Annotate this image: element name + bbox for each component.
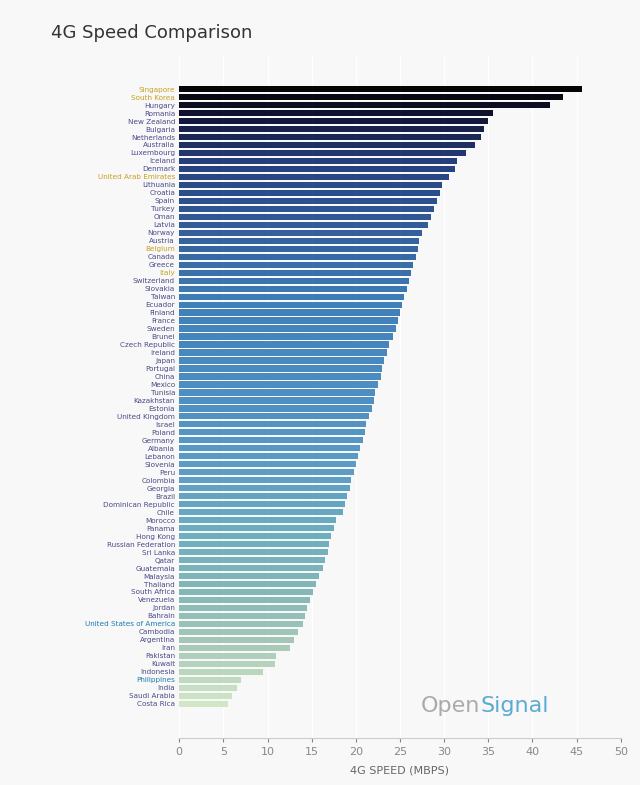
Bar [179, 294, 404, 300]
Bar [179, 549, 328, 555]
Bar [179, 533, 331, 539]
Bar [179, 246, 418, 252]
Bar [179, 493, 347, 499]
Bar [179, 589, 314, 595]
Bar [179, 142, 475, 148]
Bar [179, 317, 398, 323]
Bar [179, 301, 402, 308]
Bar [179, 685, 237, 691]
Bar [179, 182, 442, 188]
Bar [179, 661, 275, 667]
Bar [179, 326, 396, 332]
Text: 4G Speed Comparison: 4G Speed Comparison [51, 24, 253, 42]
Bar [179, 397, 374, 403]
X-axis label: 4G SPEED (MBPS): 4G SPEED (MBPS) [351, 765, 449, 776]
Bar [179, 254, 416, 260]
Bar [179, 118, 488, 124]
Bar [179, 261, 413, 268]
Bar [179, 334, 393, 340]
Bar [179, 692, 232, 699]
Bar [179, 94, 563, 100]
Bar [179, 238, 419, 244]
Bar [179, 613, 305, 619]
Bar [179, 669, 263, 675]
Bar [179, 198, 437, 204]
Bar [179, 517, 337, 524]
Bar [179, 166, 455, 172]
Bar [179, 190, 440, 196]
Bar [179, 429, 365, 436]
Bar [179, 565, 323, 571]
Bar [179, 413, 369, 419]
Bar [179, 382, 378, 388]
Bar [179, 134, 481, 140]
Bar [179, 461, 356, 467]
Bar [179, 269, 412, 276]
Bar [179, 374, 381, 380]
Bar [179, 286, 407, 292]
Bar [179, 653, 276, 659]
Bar [179, 637, 294, 643]
Bar [179, 150, 466, 156]
Bar [179, 701, 228, 706]
Bar [179, 389, 375, 396]
Bar [179, 573, 319, 579]
Bar [179, 278, 409, 284]
Bar [179, 629, 298, 635]
Bar [179, 110, 493, 116]
Bar [179, 309, 400, 316]
Bar [179, 541, 330, 547]
Bar [179, 557, 325, 563]
Bar [179, 605, 307, 611]
Bar [179, 349, 387, 356]
Bar [179, 214, 431, 220]
Bar [179, 621, 303, 627]
Bar [179, 445, 360, 451]
Bar [179, 644, 290, 651]
Bar [179, 422, 367, 428]
Bar [179, 230, 422, 236]
Bar [179, 581, 316, 587]
Text: Open: Open [420, 696, 480, 717]
Bar [179, 405, 372, 411]
Bar [179, 469, 354, 476]
Bar [179, 365, 382, 371]
Text: Signal: Signal [480, 696, 548, 717]
Bar [179, 86, 582, 92]
Bar [179, 677, 241, 683]
Bar [179, 341, 389, 348]
Bar [179, 501, 345, 507]
Bar [179, 102, 550, 108]
Bar [179, 357, 384, 363]
Bar [179, 485, 349, 491]
Bar [179, 509, 342, 515]
Bar [179, 597, 310, 603]
Bar [179, 158, 458, 164]
Bar [179, 437, 363, 444]
Bar [179, 525, 334, 531]
Bar [179, 477, 351, 484]
Bar [179, 453, 358, 459]
Bar [179, 173, 449, 180]
Bar [179, 221, 428, 228]
Bar [179, 126, 484, 132]
Bar [179, 206, 433, 212]
